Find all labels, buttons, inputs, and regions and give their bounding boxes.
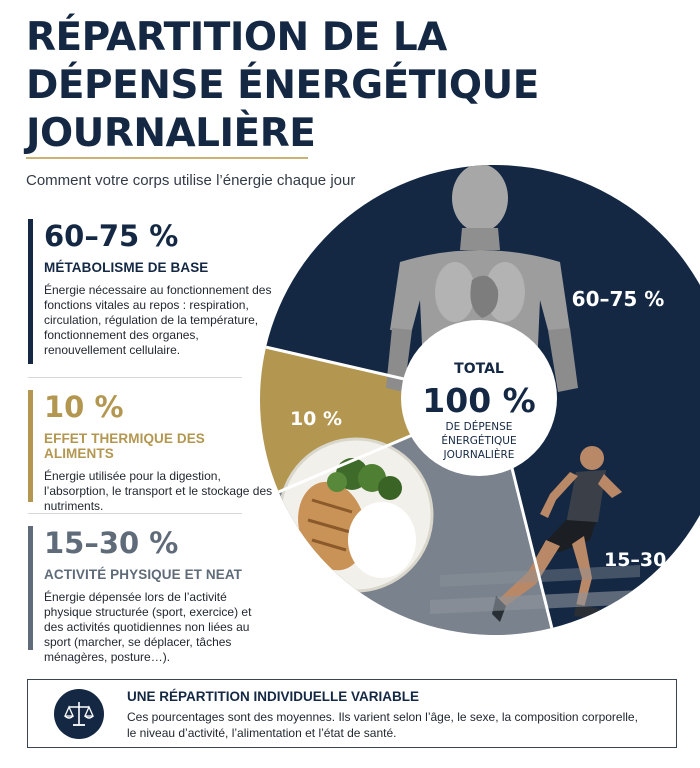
slice-label-thermic: 10 % <box>290 408 342 430</box>
block-label: EFFET THERMIQUE DES ALIMENTS <box>44 431 205 461</box>
divider <box>28 513 242 514</box>
page-title: RÉPARTITION DE LA DÉPENSE ÉNERGÉTIQUE JO… <box>26 14 546 158</box>
center-total: 100 % <box>422 381 535 420</box>
block-percentage: 60–75 % <box>44 219 179 253</box>
block-description: Énergie nécessaire au fonctionnement des… <box>44 283 272 357</box>
slice-label-activity: 15–30 % <box>604 549 692 571</box>
block-accent-bar <box>28 526 33 650</box>
food-plate-image <box>278 437 434 593</box>
center-caption-line: JOURNALIÈRE <box>443 448 515 461</box>
note-title: UNE RÉPARTITION INDIVIDUELLE VARIABLE <box>127 689 420 704</box>
title-line: DÉPENSE ÉNERGÉTIQUE <box>26 63 539 108</box>
center-circle <box>401 320 557 476</box>
block-percentage: 10 % <box>44 390 124 424</box>
title-line: RÉPARTITION DE LA <box>26 15 447 60</box>
title-divider <box>26 157 308 159</box>
block-description: Énergie dépensée lors de l’activité phys… <box>44 590 252 664</box>
center-caption-line: ÉNERGÉTIQUE <box>441 434 516 447</box>
block-physical-activity: 15–30 % ACTIVITÉ PHYSIQUE ET NEAT Énergi… <box>28 526 274 664</box>
block-basal-metabolism: 60–75 % MÉTABOLISME DE BASE Énergie néce… <box>28 219 274 364</box>
block-thermic-effect: 10 % EFFET THERMIQUE DES ALIMENTS Énergi… <box>28 390 274 513</box>
block-label: ACTIVITÉ PHYSIQUE ET NEAT <box>44 567 243 582</box>
slice-label-basal: 60–75 % <box>572 287 665 311</box>
block-accent-bar <box>28 219 33 364</box>
divider <box>28 377 242 378</box>
note-text: Ces pourcentages sont des moyennes. Ils … <box>127 710 638 740</box>
block-label: MÉTABOLISME DE BASE <box>44 260 209 275</box>
variability-note: UNE RÉPARTITION INDIVIDUELLE VARIABLE Ce… <box>27 679 677 748</box>
scale-badge <box>54 689 104 739</box>
block-percentage: 15–30 % <box>44 526 179 560</box>
block-accent-bar <box>28 390 33 502</box>
scale-icon <box>64 702 94 726</box>
center-caption-line: DE DÉPENSE <box>446 420 513 433</box>
runner-image <box>430 446 640 622</box>
slice-illustrations <box>278 165 640 622</box>
block-description: Énergie utilisée pour la digestion, l’ab… <box>44 469 273 513</box>
center-heading: TOTAL <box>454 361 504 377</box>
subtitle: Comment votre corps utilise l’énergie ch… <box>26 172 356 189</box>
title-line: JOURNALIÈRE <box>26 111 316 156</box>
